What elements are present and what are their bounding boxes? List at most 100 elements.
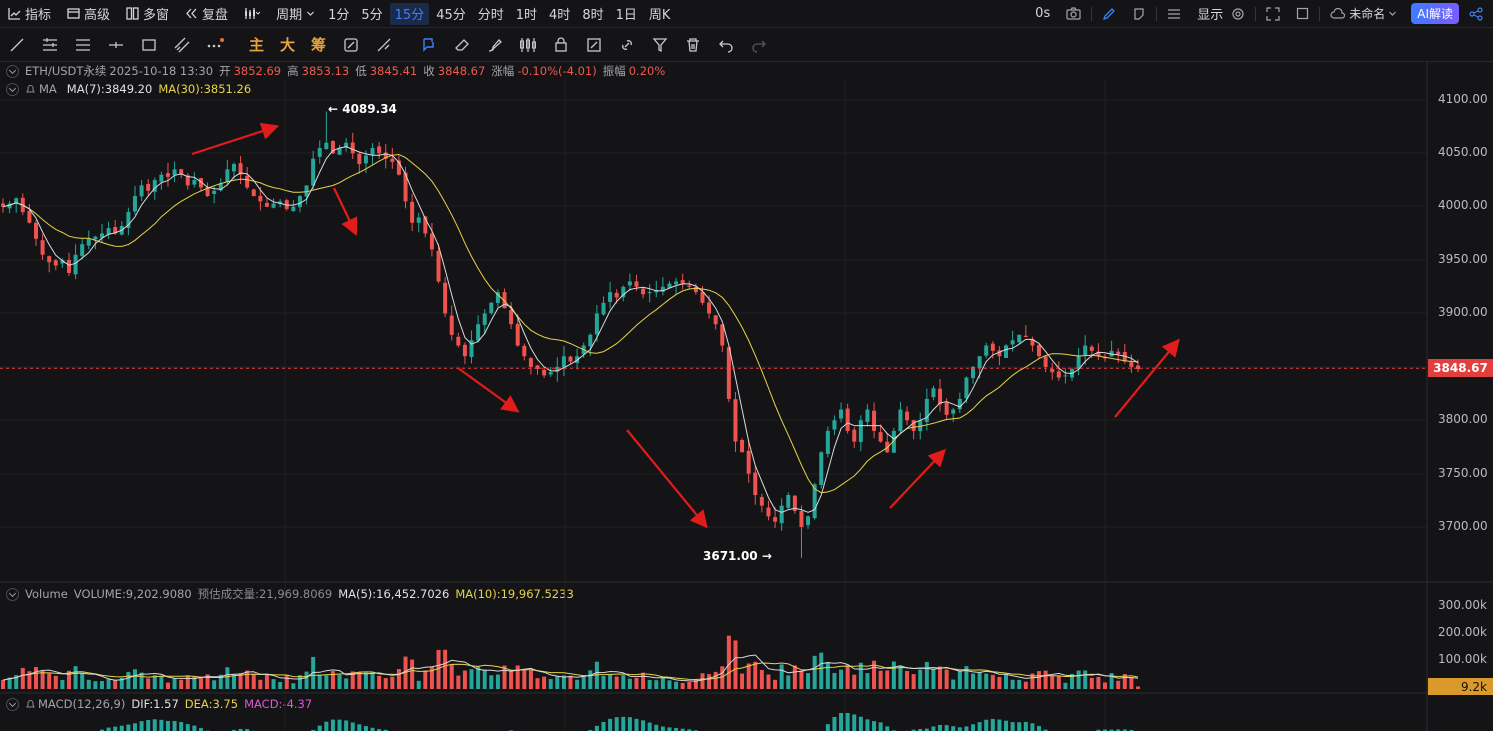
- collapse-icon[interactable]: [6, 64, 19, 78]
- redo-button[interactable]: [742, 28, 775, 61]
- volume-bar: [73, 666, 78, 689]
- candle-body: [845, 408, 850, 431]
- volume-bar: [172, 678, 177, 689]
- eraser-icon: [454, 38, 469, 51]
- rectangle-tool[interactable]: [132, 28, 165, 61]
- volume-bar: [733, 640, 738, 689]
- volume-bar: [726, 635, 731, 689]
- timeframe-2[interactable]: 15分: [389, 2, 430, 25]
- volume-bar: [139, 672, 144, 689]
- collapse-icon[interactable]: [6, 697, 19, 711]
- fib-tool[interactable]: [33, 28, 66, 61]
- candle-body: [812, 484, 817, 519]
- chart-type-button[interactable]: [236, 0, 268, 27]
- filter-tool[interactable]: [643, 28, 676, 61]
- fullscreen-icon[interactable]: [1258, 0, 1288, 27]
- price-chart[interactable]: [0, 62, 1493, 731]
- timeframe-6[interactable]: 4时: [549, 8, 571, 23]
- horizontal-channel-tool[interactable]: [66, 28, 99, 61]
- timeframe-9[interactable]: 周K: [648, 8, 671, 23]
- period-dropdown[interactable]: 周期: [268, 0, 323, 27]
- delete-tool[interactable]: [676, 28, 709, 61]
- candle-body: [594, 313, 599, 335]
- edit-tool[interactable]: [577, 28, 610, 61]
- note-icon[interactable]: [1124, 0, 1154, 27]
- list-icon[interactable]: [1159, 0, 1189, 27]
- layout-dropdown[interactable]: 未命名: [1322, 0, 1405, 27]
- eraser-tool[interactable]: [445, 28, 478, 61]
- horizontal-line-tool[interactable]: [99, 28, 132, 61]
- chevron-down-icon: [1389, 11, 1397, 16]
- candle-body: [700, 292, 705, 303]
- multi-window-button[interactable]: 多窗: [118, 0, 177, 27]
- volume-bar: [7, 677, 12, 689]
- kline-tool[interactable]: [511, 28, 544, 61]
- volume-bar: [113, 679, 118, 689]
- trend-line-tool[interactable]: [0, 28, 33, 61]
- pen-icon[interactable]: [1094, 0, 1124, 27]
- square-icon[interactable]: [1288, 0, 1317, 27]
- bell-icon[interactable]: [25, 84, 36, 95]
- candle-body: [740, 440, 745, 453]
- trend-arrow: [626, 429, 708, 529]
- macd-bar: [944, 725, 949, 731]
- chevron-down-icon: [307, 11, 315, 16]
- undo-button[interactable]: [709, 28, 742, 61]
- replay-button[interactable]: 复盘: [177, 0, 236, 27]
- brush-tool[interactable]: [478, 28, 511, 61]
- candle-body: [1, 203, 5, 207]
- macd-name: MACD(12,26,9): [38, 697, 126, 711]
- volume-bar: [964, 666, 969, 689]
- replay-label: 复盘: [202, 8, 229, 23]
- advanced-button[interactable]: 高级: [59, 0, 118, 27]
- ai-analysis-button[interactable]: AI解读: [1411, 3, 1459, 24]
- camera-icon[interactable]: [1058, 0, 1089, 27]
- timeframe-list: 1分 5分 15分 45分 分时 1时 4时 8时 1日 周K: [323, 2, 675, 25]
- volume-bar: [396, 669, 401, 689]
- candle-body: [192, 180, 197, 185]
- bell-icon[interactable]: [25, 699, 36, 710]
- collapse-icon[interactable]: [6, 587, 19, 601]
- chips-tool[interactable]: 筹: [310, 36, 326, 54]
- display-button[interactable]: 显示: [1189, 0, 1253, 27]
- candle-body: [73, 254, 78, 275]
- timeframe-1[interactable]: 5分: [361, 8, 383, 23]
- timeframe-0[interactable]: 1分: [328, 8, 350, 23]
- magnet-tool[interactable]: [334, 28, 367, 61]
- candle-body: [370, 148, 375, 155]
- collapse-icon[interactable]: [6, 82, 19, 96]
- measure-tool[interactable]: [367, 28, 400, 61]
- volume-info: Volume VOLUME:9,202.9080 预估成交量:21,969.80…: [0, 585, 574, 603]
- candle-body: [786, 494, 791, 508]
- macd-bar: [165, 720, 170, 731]
- timeframe-7[interactable]: 8时: [582, 8, 604, 23]
- macd-bar: [858, 716, 863, 731]
- timeframe-5[interactable]: 1时: [515, 8, 538, 23]
- macd-bar: [152, 719, 157, 731]
- macd-bar: [984, 719, 989, 731]
- high-annotation: ← 4089.34: [328, 102, 397, 116]
- timeframe-3[interactable]: 45分: [436, 8, 466, 23]
- parallel-channel-tool[interactable]: [165, 28, 198, 61]
- indicators-button[interactable]: 指标: [0, 0, 59, 27]
- select-tool[interactable]: [412, 28, 445, 61]
- volume-bar: [370, 672, 375, 689]
- macd-bar: [113, 726, 118, 731]
- big-order-tool[interactable]: 大: [279, 36, 295, 54]
- ma30-value: MA(30):3851.26: [158, 82, 252, 96]
- share-icon[interactable]: [1465, 0, 1493, 27]
- volume-bar: [561, 675, 566, 689]
- candle-body: [377, 146, 382, 154]
- change-value: -0.10%(-4.01): [517, 64, 597, 78]
- timeframe-8[interactable]: 1日: [615, 8, 637, 23]
- lock-tool[interactable]: [544, 28, 577, 61]
- candle-body: [1023, 335, 1028, 337]
- macd-bar: [1030, 723, 1035, 731]
- main-force-tool[interactable]: 主: [248, 36, 264, 54]
- candle-body: [113, 226, 118, 234]
- timeframe-4[interactable]: 分时: [477, 8, 504, 23]
- candle-body: [984, 345, 989, 356]
- link-tool[interactable]: [610, 28, 643, 61]
- volume-bar: [146, 678, 151, 689]
- more-tools[interactable]: [198, 28, 231, 61]
